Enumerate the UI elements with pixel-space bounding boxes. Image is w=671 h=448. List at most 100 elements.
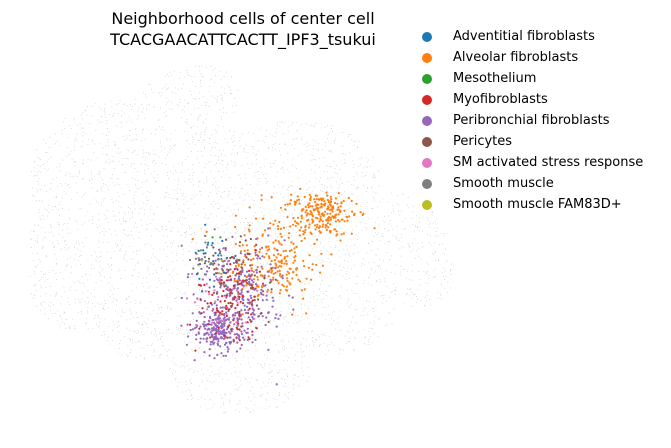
background-cell-point bbox=[67, 248, 69, 250]
background-cell-point bbox=[351, 204, 353, 206]
background-cell-point bbox=[429, 226, 431, 228]
background-cell-point bbox=[303, 222, 305, 224]
background-cell-point bbox=[85, 237, 87, 239]
background-cell-point bbox=[382, 302, 384, 304]
background-cell-point bbox=[417, 247, 419, 249]
cell-point bbox=[285, 273, 288, 276]
background-cell-point bbox=[313, 159, 315, 161]
background-cell-point bbox=[34, 295, 35, 296]
background-cell-point bbox=[249, 221, 251, 223]
background-cell-point bbox=[95, 259, 97, 261]
background-cell-point bbox=[307, 317, 308, 319]
cell-point bbox=[291, 223, 295, 226]
background-cell-point bbox=[96, 227, 98, 229]
background-cell-point bbox=[410, 251, 412, 253]
background-cell-point bbox=[330, 151, 332, 152]
background-cell-point bbox=[172, 279, 174, 281]
background-cell-point bbox=[198, 107, 200, 109]
background-cell-point bbox=[223, 125, 224, 127]
background-cell-point bbox=[137, 171, 139, 172]
cell-point bbox=[245, 284, 248, 287]
background-cell-point bbox=[39, 166, 41, 168]
background-cell-point bbox=[315, 177, 317, 179]
cell-point bbox=[245, 279, 248, 282]
background-cell-point bbox=[363, 314, 365, 316]
background-cell-point bbox=[411, 305, 413, 307]
background-cell-point bbox=[30, 230, 32, 232]
background-cell-point bbox=[78, 312, 80, 314]
background-cell-point bbox=[320, 250, 322, 252]
cell-point bbox=[300, 209, 303, 212]
cell-point bbox=[207, 290, 210, 293]
cell-point bbox=[238, 259, 241, 262]
background-cell-point bbox=[252, 146, 254, 148]
background-cell-point bbox=[441, 272, 443, 274]
background-cell-point bbox=[62, 229, 64, 231]
background-cell-point bbox=[138, 213, 140, 215]
background-cell-point bbox=[188, 225, 190, 227]
background-cell-point bbox=[205, 388, 207, 390]
cell-point bbox=[209, 263, 212, 266]
background-cell-point bbox=[141, 283, 143, 285]
background-cell-point bbox=[117, 287, 119, 289]
background-cell-point bbox=[232, 354, 234, 356]
cell-point bbox=[245, 321, 248, 324]
background-cell-point bbox=[367, 283, 369, 285]
background-cell-point bbox=[245, 379, 247, 381]
background-cell-point bbox=[383, 277, 385, 279]
background-cell-point bbox=[42, 248, 43, 250]
background-cell-point bbox=[265, 385, 267, 387]
cell-point bbox=[267, 227, 270, 230]
cell-point bbox=[223, 322, 226, 325]
background-cell-point bbox=[200, 105, 202, 106]
background-cell-point bbox=[288, 222, 290, 223]
background-cell-point bbox=[121, 121, 123, 123]
background-cell-point bbox=[168, 205, 170, 207]
background-cell-point bbox=[428, 219, 430, 221]
background-cell-point bbox=[55, 293, 57, 295]
background-cell-point bbox=[293, 387, 294, 389]
cell-point bbox=[217, 258, 220, 261]
background-cell-point bbox=[354, 336, 355, 338]
background-cell-point bbox=[177, 187, 179, 189]
cell-point bbox=[304, 211, 307, 214]
background-cell-point bbox=[301, 367, 303, 369]
background-cell-point bbox=[199, 190, 201, 192]
cell-point bbox=[212, 342, 215, 346]
background-cell-point bbox=[184, 282, 186, 284]
background-cell-point bbox=[154, 256, 156, 258]
cell-point bbox=[248, 224, 251, 227]
cell-point bbox=[193, 301, 197, 304]
background-cell-point bbox=[222, 100, 223, 102]
background-cell-point bbox=[328, 194, 330, 196]
background-cell-point bbox=[54, 312, 56, 314]
background-cell-point bbox=[63, 311, 65, 313]
background-cell-point bbox=[195, 98, 197, 100]
background-cell-point bbox=[293, 338, 295, 340]
cell-point bbox=[189, 323, 192, 326]
background-cell-point bbox=[242, 133, 243, 135]
cell-point bbox=[253, 274, 256, 277]
background-cell-point bbox=[33, 160, 35, 162]
background-cell-point bbox=[255, 242, 257, 244]
cell-point bbox=[311, 263, 314, 266]
background-cell-point bbox=[287, 130, 289, 132]
cell-point bbox=[277, 317, 280, 320]
background-cell-point bbox=[185, 390, 187, 392]
cell-point bbox=[261, 315, 264, 318]
background-cell-point bbox=[243, 331, 245, 333]
background-cell-point bbox=[157, 206, 159, 208]
background-cell-point bbox=[206, 378, 208, 380]
background-cell-point bbox=[183, 193, 185, 194]
background-cell-point bbox=[327, 314, 329, 316]
background-cell-point bbox=[262, 382, 264, 384]
background-cell-point bbox=[184, 121, 186, 123]
background-cell-point bbox=[94, 318, 96, 320]
background-cell-point bbox=[74, 161, 76, 163]
background-cell-point bbox=[202, 122, 204, 124]
background-cell-point bbox=[231, 105, 233, 107]
background-cell-point bbox=[398, 210, 400, 212]
cell-point bbox=[244, 253, 247, 256]
cell-point bbox=[260, 265, 263, 268]
background-cell-point bbox=[81, 276, 83, 278]
